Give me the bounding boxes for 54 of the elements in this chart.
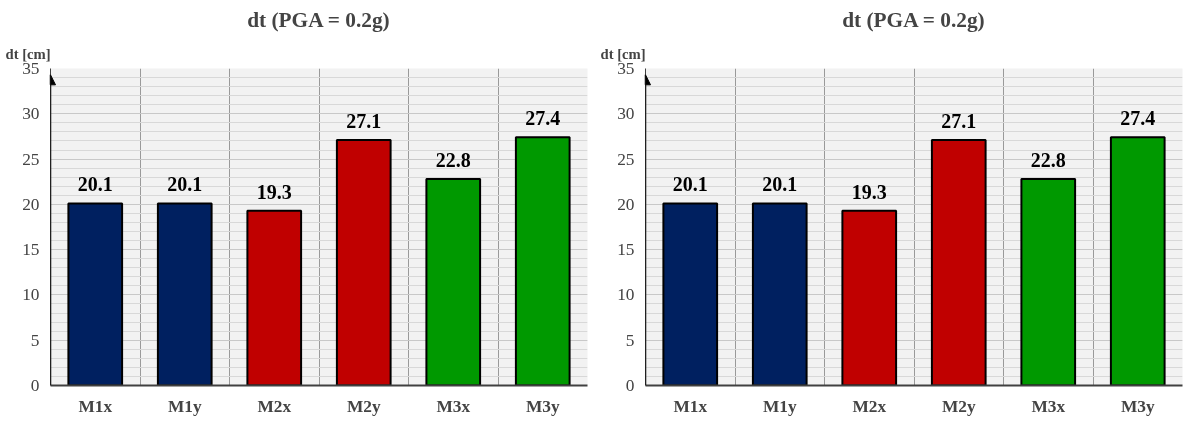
bar: [425, 178, 482, 386]
x-tick-label: M1x: [78, 396, 113, 416]
x-tick-label: M2y: [941, 396, 976, 416]
bar: [514, 136, 571, 386]
data-label: 27.4: [525, 107, 561, 130]
data-label: 20.1: [762, 173, 798, 196]
y-axis-title: dt [cm]: [600, 45, 646, 62]
bar: [335, 139, 392, 386]
x-tick-label: M2x: [257, 396, 292, 416]
y-tick-label: 10: [22, 285, 40, 305]
bar: [841, 209, 898, 386]
data-label: 22.8: [1030, 149, 1066, 171]
bar: [751, 202, 808, 386]
y-tick-label: 25: [617, 149, 635, 169]
data-label: 19.3: [851, 180, 887, 203]
data-label: 22.8: [435, 149, 471, 171]
bar: [67, 202, 124, 386]
bar: [662, 202, 719, 386]
data-label: 20.1: [672, 173, 708, 196]
y-tick-label: 5: [625, 330, 635, 350]
y-axis-title: dt [cm]: [5, 45, 51, 62]
data-label: 20.1: [77, 173, 113, 196]
bar: [156, 202, 213, 386]
y-tick-label: 0: [625, 376, 635, 395]
data-label: 27.1: [941, 110, 977, 133]
chart-title: dt (PGA = 0.2g): [842, 7, 985, 32]
x-tick-label: M3x: [436, 396, 471, 416]
data-label: 27.1: [346, 110, 382, 133]
x-tick-label: M1y: [762, 396, 797, 416]
y-tick-label: 25: [22, 149, 40, 169]
x-tick-label: M3y: [525, 396, 560, 416]
x-tick-label: M2x: [852, 396, 887, 416]
x-tick-label: M1x: [673, 396, 708, 416]
bar: [246, 209, 303, 386]
x-tick-label: M2y: [346, 396, 381, 416]
x-tick-label: M1y: [167, 396, 202, 416]
y-tick-label: 15: [22, 240, 40, 260]
y-tick-label: 20: [22, 194, 40, 214]
bar: [930, 139, 987, 386]
x-tick-label: M3y: [1120, 396, 1155, 416]
data-label: 27.4: [1120, 107, 1156, 130]
y-tick-label: 20: [617, 194, 635, 214]
data-label: 20.1: [167, 173, 203, 196]
y-tick-label: 30: [22, 104, 40, 124]
x-tick-label: M3x: [1031, 396, 1066, 416]
y-tick-label: 15: [617, 240, 635, 260]
y-tick-label: 0: [30, 376, 40, 395]
bar: [1109, 136, 1166, 386]
data-label: 19.3: [256, 180, 292, 203]
y-tick-label: 30: [617, 104, 635, 124]
y-tick-label: 5: [30, 330, 40, 350]
bar: [1020, 178, 1077, 386]
chart-title: dt (PGA = 0.2g): [247, 7, 390, 32]
y-tick-label: 10: [617, 285, 635, 305]
